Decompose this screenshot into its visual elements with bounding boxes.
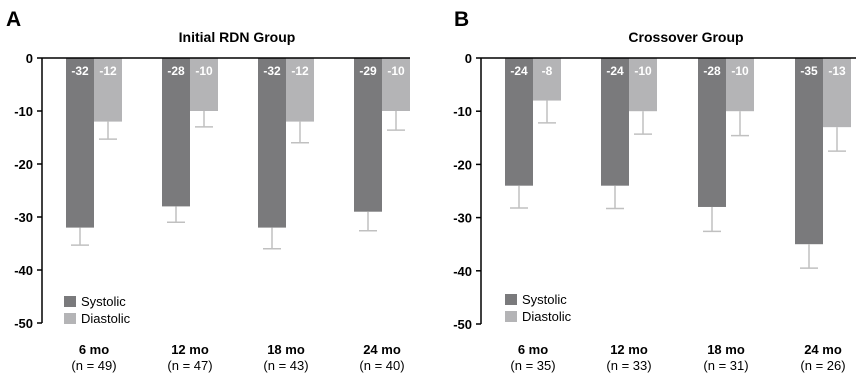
panel-a-legend-systolic-swatch [64, 296, 76, 307]
panel-a-value-label-diastolic-1: -12 [99, 64, 117, 78]
panel-a-category-label: 6 mo [79, 342, 109, 357]
panel-a-category-sublabel: (n = 43) [263, 358, 308, 373]
panel-b-value-label-diastolic-4: -13 [828, 64, 846, 78]
panel-b-category-sublabel: (n = 31) [703, 358, 748, 373]
panel-a-category-sublabel: (n = 47) [167, 358, 212, 373]
panel-b-ytick-label: -50 [453, 317, 472, 332]
panel-a-bar-systolic-3 [258, 58, 286, 228]
panel-b-value-label-systolic-4: -35 [800, 64, 818, 78]
panel-a-value-label-systolic-4: -29 [359, 64, 377, 78]
panel-b-legend-diastolic-swatch [505, 311, 517, 322]
panel-a-value-label-systolic-1: -32 [71, 64, 89, 78]
panel-b-ytick-label: -10 [453, 104, 472, 119]
panel-b-value-label-diastolic-3: -10 [731, 64, 749, 78]
panel-a-legend-diastolic-label: Diastolic [81, 311, 131, 326]
panel-a-ytick-label: -20 [14, 157, 33, 172]
panel-a-value-label-diastolic-3: -12 [291, 64, 309, 78]
panel-b-ytick-label: -40 [453, 264, 472, 279]
panel-a-bar-systolic-1 [66, 58, 94, 228]
panel-a-ytick-label: 0 [26, 51, 33, 66]
chart-marks: 0-10-20-30-40-50-32 -126 mo(n = 49)-28 -10… [14, 51, 856, 373]
panel-b-legend-systolic-label: Systolic [522, 292, 567, 307]
panel-b-category-sublabel: (n = 35) [510, 358, 555, 373]
panel-b-ytick-label: -20 [453, 157, 472, 172]
panel-a-ytick-label: -10 [14, 104, 33, 119]
panel-b-category-label: 6 mo [518, 342, 548, 357]
panel-b-value-label-systolic-2: -24 [606, 64, 624, 78]
panel-b-bar-systolic-3 [698, 58, 726, 207]
panel-b-legend-systolic-swatch [505, 294, 517, 305]
panel-a-title: Initial RDN Group [179, 29, 296, 45]
panel-b-bar-systolic-4 [795, 58, 823, 245]
panel-b-value-label-diastolic-1: -8 [542, 64, 553, 78]
panel-b-category-label: 18 mo [707, 342, 745, 357]
panel-a-category-label: 18 mo [267, 342, 305, 357]
panel-a-value-label-diastolic-2: -10 [195, 64, 213, 78]
panel-b-title: Crossover Group [628, 29, 743, 45]
panel-b-category-label: 24 mo [804, 342, 842, 357]
panel-b-bar-diastolic-4 [823, 58, 851, 128]
panel-b-bar-diastolic-2 [629, 58, 657, 112]
panel-a-ytick-label: -30 [14, 210, 33, 225]
panel-b-letter: B [454, 8, 469, 31]
panel-b-category-label: 12 mo [610, 342, 648, 357]
panel-a-value-label-systolic-3: -32 [263, 64, 281, 78]
panel-a-category-label: 12 mo [171, 342, 209, 357]
panel-b-value-label-diastolic-2: -10 [634, 64, 652, 78]
panel-a-value-label-diastolic-4: -10 [387, 64, 405, 78]
panel-a-category-label: 24 mo [363, 342, 401, 357]
panel-b-category-sublabel: (n = 26) [800, 358, 845, 373]
panel-a-bar-diastolic-1 [94, 58, 122, 122]
panel-a-bar-diastolic-2 [190, 58, 218, 111]
panel-b-bar-diastolic-3 [726, 58, 754, 112]
panel-b-ytick-label: -30 [453, 211, 472, 226]
panel-b-legend-diastolic-label: Diastolic [522, 309, 572, 324]
panel-a-bar-systolic-2 [162, 58, 190, 207]
panel-a-bar-systolic-4 [354, 58, 382, 212]
panel-b-ytick-label: 0 [465, 51, 472, 66]
panel-a-category-sublabel: (n = 49) [71, 358, 116, 373]
panel-a-legend-diastolic-swatch [64, 313, 76, 324]
panel-b-category-sublabel: (n = 33) [606, 358, 651, 373]
panel-a-category-sublabel: (n = 40) [359, 358, 404, 373]
panel-a-bar-diastolic-3 [286, 58, 314, 122]
panel-a-ytick-label: -40 [14, 263, 33, 278]
panel-b-bar-systolic-1 [505, 58, 533, 186]
panel-b-bar-systolic-2 [601, 58, 629, 186]
panel-a-ytick-label: -50 [14, 316, 33, 331]
panel-b-value-label-systolic-1: -24 [510, 64, 528, 78]
panel-b-bar-diastolic-1 [533, 58, 561, 101]
panel-a-bar-diastolic-4 [382, 58, 410, 111]
panel-a-letter: A [6, 8, 21, 31]
panel-b-value-label-systolic-3: -28 [703, 64, 721, 78]
panel-a-legend-systolic-label: Systolic [81, 294, 126, 309]
panel-a-value-label-systolic-2: -28 [167, 64, 185, 78]
